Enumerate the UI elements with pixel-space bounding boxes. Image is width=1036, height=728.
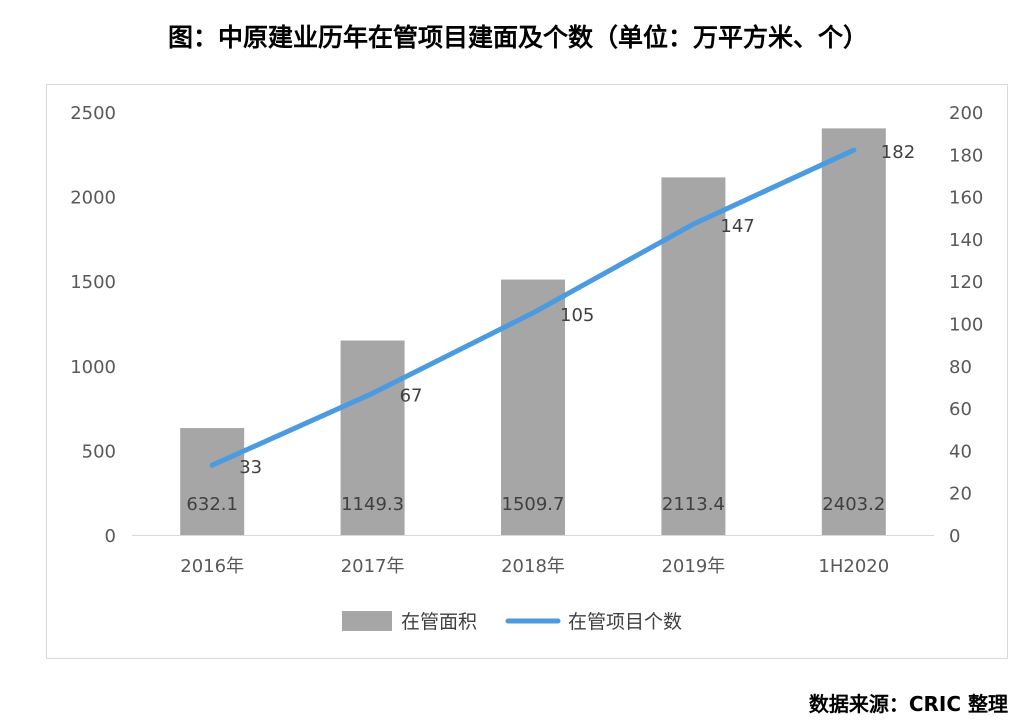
y-right-tick-label: 40 xyxy=(949,441,972,462)
bar-data-label: 632.1 xyxy=(186,494,238,515)
x-tick-label: 2019年 xyxy=(661,556,725,577)
line-point xyxy=(690,221,696,227)
line-data-label: 147 xyxy=(720,216,754,237)
line-data-label: 67 xyxy=(400,385,423,406)
bar-data-label: 2403.2 xyxy=(822,494,885,515)
legend-swatch-bar xyxy=(342,611,392,631)
line-point xyxy=(530,310,536,316)
line-data-label: 182 xyxy=(881,142,915,163)
y-right-tick-label: 140 xyxy=(949,230,983,251)
line-data-label: 33 xyxy=(239,457,262,478)
line-point xyxy=(370,390,376,396)
y-left-tick-label: 0 xyxy=(105,526,116,547)
y-left-tick-label: 2500 xyxy=(70,103,116,124)
chart-frame xyxy=(46,84,1008,659)
source-note: 数据来源：CRIC 整理 xyxy=(808,692,1008,716)
bar-data-label: 2113.4 xyxy=(662,494,725,515)
y-right-tick-label: 180 xyxy=(949,145,983,166)
line-point xyxy=(209,462,215,468)
bar xyxy=(340,340,405,535)
x-tick-label: 2016年 xyxy=(180,556,244,577)
y-left-tick-label: 1000 xyxy=(70,357,116,378)
y-right-tick-label: 160 xyxy=(949,188,983,209)
y-left-tick-label: 1500 xyxy=(70,272,116,293)
chart-title: 图：中原建业历年在管项目建面及个数（单位：万平方米、个） xyxy=(167,23,868,52)
y-left-tick-label: 2000 xyxy=(70,188,116,209)
y-right-tick-label: 200 xyxy=(949,103,983,124)
bar-data-label: 1509.7 xyxy=(502,494,565,515)
line-point xyxy=(851,147,857,153)
bar xyxy=(180,428,245,535)
y-right-tick-label: 20 xyxy=(949,484,972,505)
y-right-tick-label: 120 xyxy=(949,272,983,293)
x-tick-label: 2018年 xyxy=(501,556,565,577)
y-right-tick-label: 60 xyxy=(949,399,972,420)
x-tick-label: 1H2020 xyxy=(818,556,889,577)
bar xyxy=(821,128,886,536)
x-tick-label: 2017年 xyxy=(341,556,405,577)
bar xyxy=(661,177,726,535)
y-right-tick-label: 0 xyxy=(949,526,960,547)
y-right-tick-label: 100 xyxy=(949,315,983,336)
bar-data-label: 1149.3 xyxy=(341,494,404,515)
legend-label-bar: 在管面积 xyxy=(401,611,477,633)
y-left-tick-label: 500 xyxy=(82,441,116,462)
legend-label-line: 在管项目个数 xyxy=(568,611,682,633)
y-right-tick-label: 80 xyxy=(949,357,972,378)
line-data-label: 105 xyxy=(560,305,594,326)
